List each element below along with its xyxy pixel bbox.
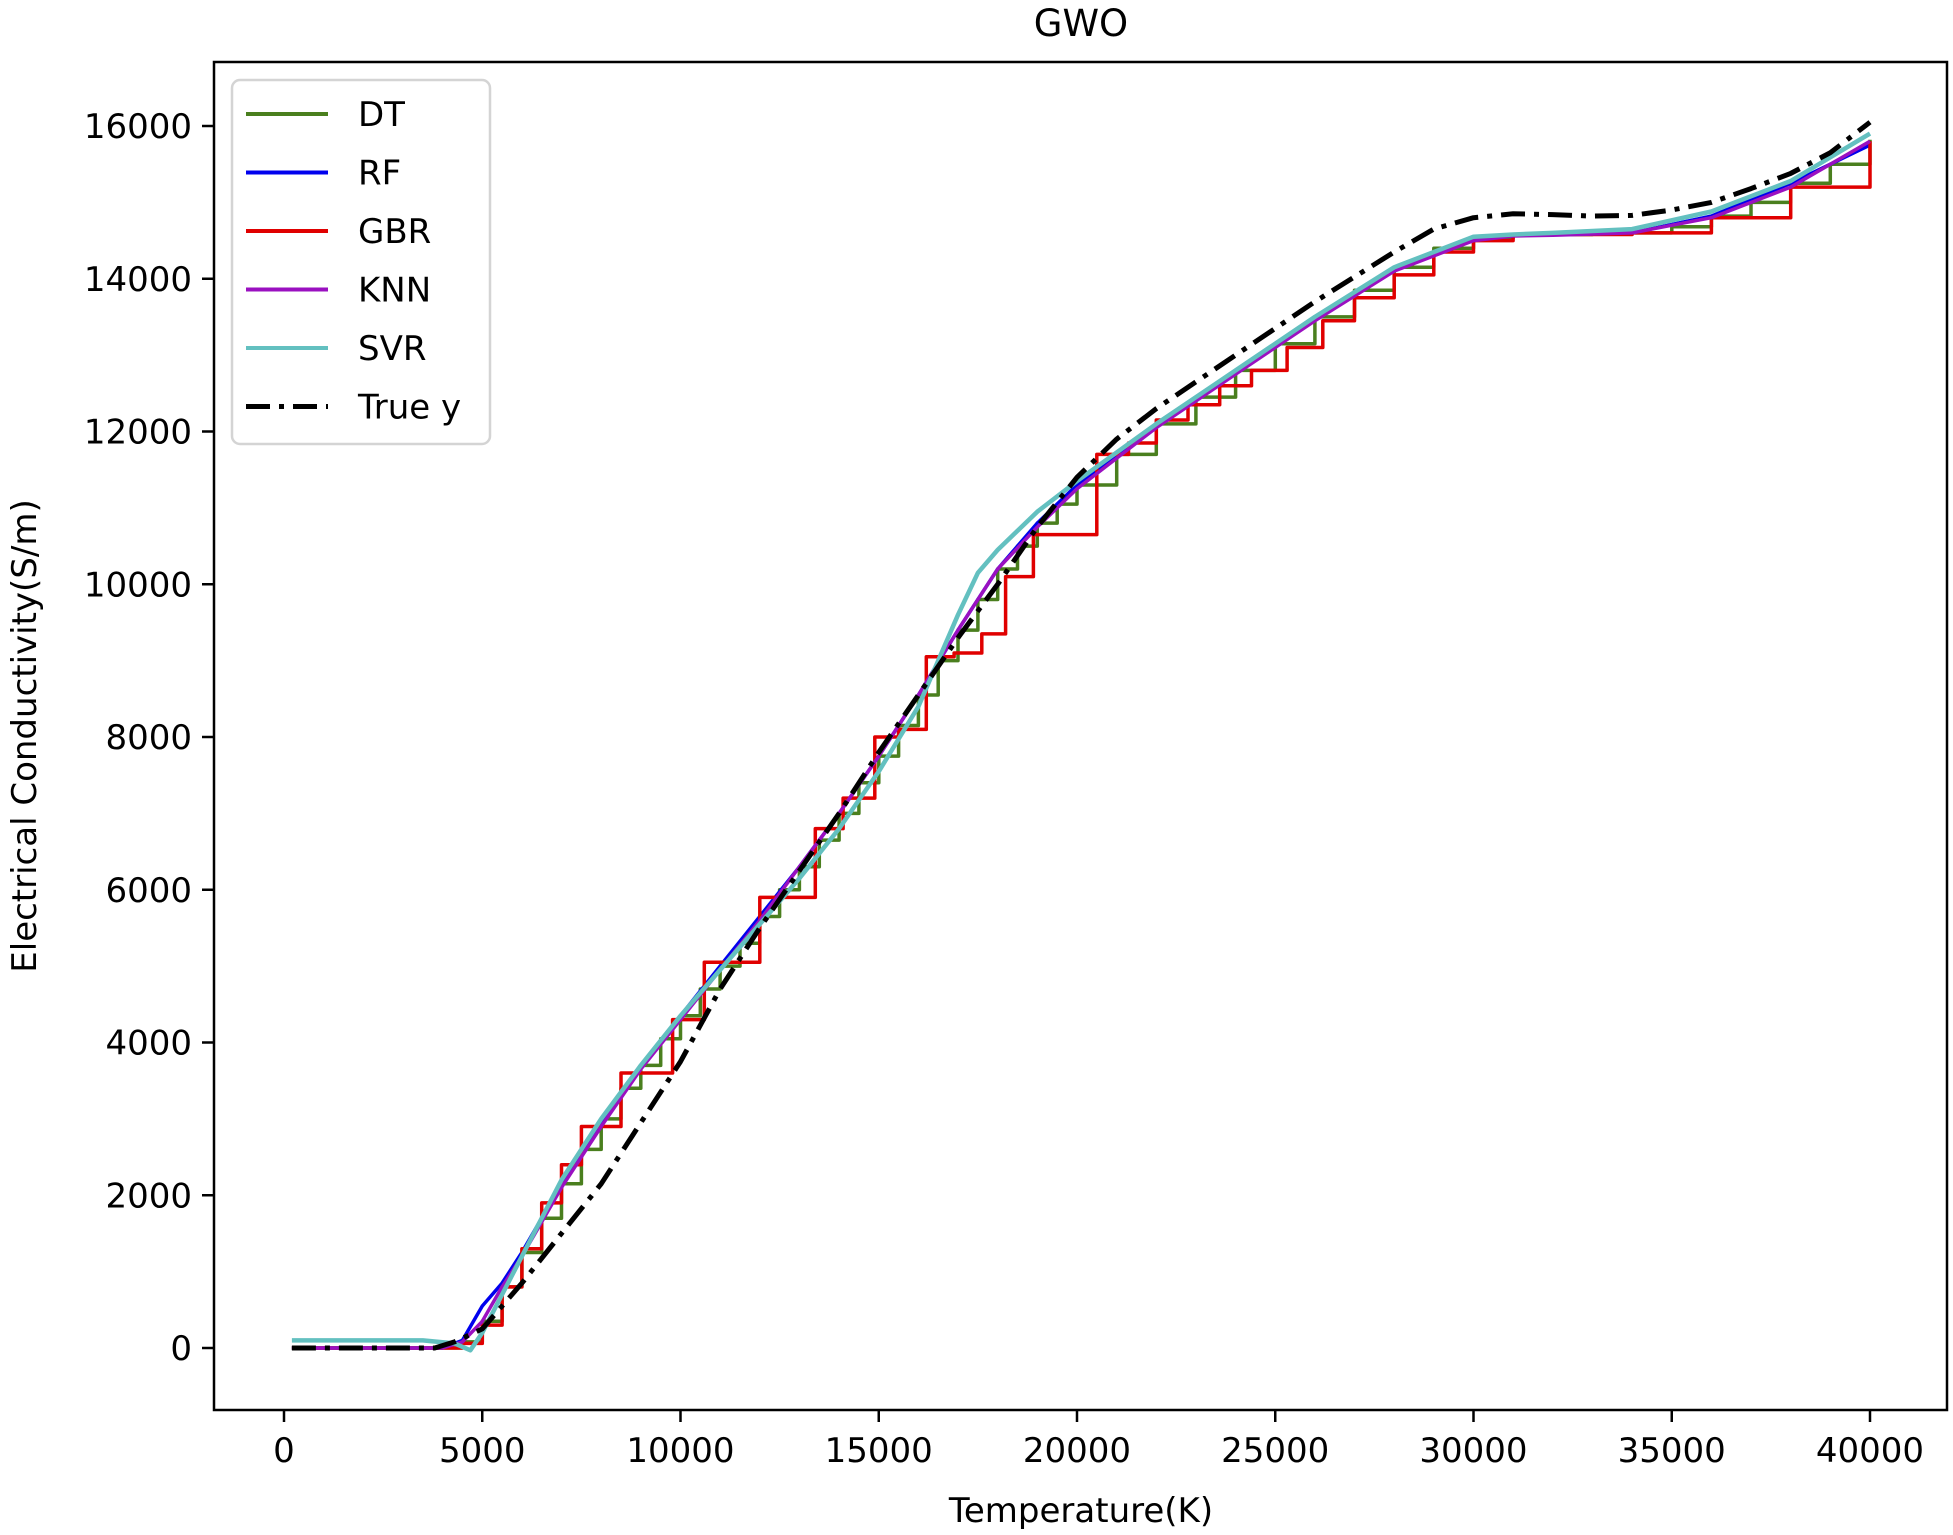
legend-item: SVR	[246, 329, 426, 369]
legend-item: RF	[246, 154, 401, 194]
x-tick-label: 15000	[825, 1431, 933, 1471]
legend-label: DT	[358, 95, 405, 135]
x-axis: 0 5000 10000 15000 20000 25000 30000 35000 40000	[273, 1410, 1924, 1471]
y-tick-label: 16000	[84, 107, 192, 147]
x-tick-label: 10000	[626, 1431, 734, 1471]
x-tick-label: 30000	[1419, 1431, 1527, 1471]
x-axis-title: Temperature(K)	[948, 1491, 1213, 1531]
x-tick-label: 35000	[1618, 1431, 1726, 1471]
series-true-y	[291, 120, 1872, 1351]
legend-label: KNN	[358, 271, 431, 311]
x-tick-label: 0	[273, 1431, 295, 1471]
legend-label: True y	[357, 388, 461, 428]
series-dt	[291, 139, 1872, 1350]
legend-item: GBR	[246, 212, 431, 252]
y-tick-label: 6000	[105, 871, 192, 911]
legend-item: KNN	[246, 271, 431, 311]
y-tick-label: 8000	[105, 718, 192, 758]
x-tick-label: 5000	[439, 1431, 526, 1471]
chart-title: GWO	[1034, 2, 1128, 45]
legend-item: DT	[246, 95, 405, 135]
series-knn	[291, 139, 1871, 1350]
y-tick-label: 14000	[84, 260, 192, 300]
series-svr	[291, 131, 1872, 1353]
legend-item: True y	[246, 388, 461, 428]
y-tick-label: 10000	[84, 565, 192, 605]
series-layer	[291, 120, 1872, 1353]
y-tick-label: 2000	[105, 1176, 192, 1216]
legend-label: RF	[358, 154, 401, 194]
x-tick-label: 25000	[1221, 1431, 1329, 1471]
x-tick-label: 40000	[1816, 1431, 1924, 1471]
legend: DT RF GBR KNN SVR True y	[230, 78, 492, 446]
y-axis: 0 2000 4000 6000 8000 10000 12000 14000 16000	[84, 107, 214, 1369]
y-tick-label: 0	[170, 1329, 192, 1369]
series-gbr	[291, 141, 1872, 1350]
y-tick-label: 4000	[105, 1024, 192, 1064]
x-tick-label: 20000	[1023, 1431, 1131, 1471]
y-tick-label: 12000	[84, 413, 192, 453]
y-axis-title: Electrical Conductivity(S/m)	[5, 499, 45, 972]
legend-label: GBR	[358, 212, 431, 252]
series-rf	[291, 143, 1871, 1350]
legend-label: SVR	[358, 329, 426, 369]
